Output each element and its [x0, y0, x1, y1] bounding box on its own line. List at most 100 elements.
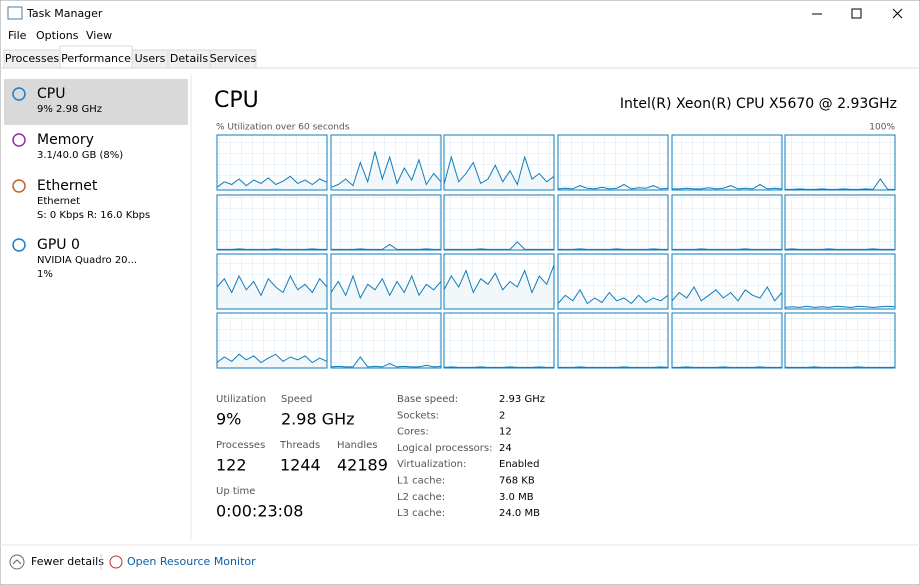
graph-line	[216, 353, 328, 364]
graph-line	[216, 175, 328, 188]
chevron	[12, 559, 22, 565]
graph-line	[330, 274, 442, 300]
sidebar-detail[interactable]: Ethernet	[37, 196, 80, 207]
sidebar-name[interactable]: Ethernet	[37, 178, 98, 194]
graph-area	[672, 287, 782, 309]
sidebar-detail[interactable]: S: 0 Kbps R: 16.0 Kbps	[37, 210, 150, 221]
graph-line	[330, 151, 442, 188]
graph-cell-border	[784, 194, 896, 251]
graph-cell-grid	[330, 194, 442, 251]
graph-label: % Utilization over 60 seconds	[216, 123, 350, 133]
graph-line	[216, 274, 328, 297]
graph-cell-border	[443, 253, 555, 310]
sidebar-icon[interactable]	[12, 179, 26, 193]
graph-cell-border	[216, 253, 328, 310]
tab-label[interactable]: Performance	[61, 52, 131, 65]
stat-label: Handles	[337, 440, 377, 451]
fewer-details-icon[interactable]	[9, 554, 25, 570]
sidebar-name[interactable]: CPU	[37, 86, 65, 102]
stat-value: 9%	[216, 410, 241, 429]
tab-label[interactable]: Details	[170, 52, 208, 65]
graph-cell-grid	[784, 194, 896, 251]
menu-item[interactable]: File	[8, 29, 27, 42]
tab-label[interactable]: Processes	[5, 52, 59, 65]
stat-value: 0:00:23:08	[216, 502, 303, 521]
graph-area	[331, 276, 441, 309]
graph-area	[785, 179, 895, 190]
graph-cell-border	[557, 194, 669, 251]
app-icon	[7, 6, 23, 20]
sidebar-detail[interactable]: 1%	[37, 269, 53, 280]
graph-cell-border	[330, 312, 442, 369]
graph-cell-grid	[330, 312, 442, 369]
graph-line	[558, 366, 669, 368]
graph-area	[558, 184, 668, 190]
graph-line	[443, 366, 554, 368]
graph-line	[443, 155, 555, 186]
graph-cell-border	[443, 312, 555, 369]
sidebar-detail[interactable]: 9% 2.98 GHz	[37, 104, 102, 115]
spec-label: Sockets:	[397, 410, 439, 421]
graph-cell-border	[784, 134, 896, 191]
stat-value: 2.98 GHz	[281, 410, 355, 429]
spec-label: Cores:	[397, 427, 429, 438]
graph-line	[671, 286, 783, 302]
sidebar-icon[interactable]	[12, 87, 26, 101]
sidebar-detail[interactable]: NVIDIA Quadro 20...	[37, 255, 137, 266]
graph-cell-grid	[671, 134, 783, 191]
open-resource-monitor[interactable]: Open Resource Monitor	[127, 555, 256, 568]
graph-cell-grid	[216, 194, 328, 251]
tab-label[interactable]: Users	[135, 52, 166, 65]
sidebar-name[interactable]: Memory	[37, 132, 94, 148]
graph-line	[785, 178, 895, 190]
graph-area	[217, 176, 327, 190]
stat-label: Processes	[216, 440, 265, 451]
graph-cell-grid	[671, 194, 783, 251]
spec-label: L3 cache:	[397, 508, 445, 519]
menu-item[interactable]: View	[86, 29, 112, 42]
spec-value: 768 KB	[499, 476, 535, 487]
menu-item[interactable]: Options	[36, 29, 79, 42]
tab[interactable]	[209, 49, 257, 69]
graph-cell-border	[443, 194, 555, 251]
graph-cell-border	[216, 134, 328, 191]
spec-label: L2 cache:	[397, 492, 445, 503]
tab-label[interactable]: Services	[210, 52, 257, 65]
graph-cell-grid	[443, 194, 555, 251]
spec-value: 3.0 MB	[499, 492, 534, 503]
stat-label: Speed	[281, 394, 312, 405]
graph-line	[784, 248, 895, 250]
graph-cell-grid	[671, 312, 783, 369]
graph-cell-grid	[557, 134, 669, 191]
graph-cell-border	[671, 194, 783, 251]
stat-label: Utilization	[216, 394, 266, 405]
graph-line	[785, 366, 895, 368]
cpu-model: Intel(R) Xeon(R) CPU X5670 @ 2.93GHz	[620, 96, 897, 112]
spec-label: Base speed:	[397, 394, 458, 405]
graph-cell-grid	[784, 312, 896, 369]
spec-value: 12	[499, 427, 512, 438]
graph-line	[217, 248, 327, 250]
spec-value: 24.0 MB	[499, 508, 540, 519]
stat-label: Threads	[279, 440, 320, 451]
graph-area	[331, 151, 441, 190]
fewer-details[interactable]: Fewer details	[31, 555, 104, 568]
graph-line	[672, 183, 783, 190]
graph-line	[330, 356, 442, 368]
graph-max-label: 100%	[869, 123, 895, 133]
sidebar-name[interactable]: GPU 0	[37, 237, 80, 253]
graph-cell-border	[784, 253, 896, 310]
sidebar-icon[interactable]	[12, 238, 26, 252]
spec-value: 24	[499, 443, 512, 454]
graph-cell-border	[557, 253, 669, 310]
spec-label: Virtualization:	[397, 459, 466, 470]
close-button[interactable]	[892, 8, 903, 19]
sidebar-detail[interactable]: 3.1/40.0 GB (8%)	[37, 150, 123, 161]
graph-line	[557, 183, 669, 190]
spec-label: L1 cache:	[397, 476, 445, 487]
sidebar-icon[interactable]	[12, 133, 26, 147]
stat-value: 1244	[280, 456, 321, 475]
graph-cell-grid	[557, 194, 669, 251]
maximize-button[interactable]	[851, 8, 862, 19]
